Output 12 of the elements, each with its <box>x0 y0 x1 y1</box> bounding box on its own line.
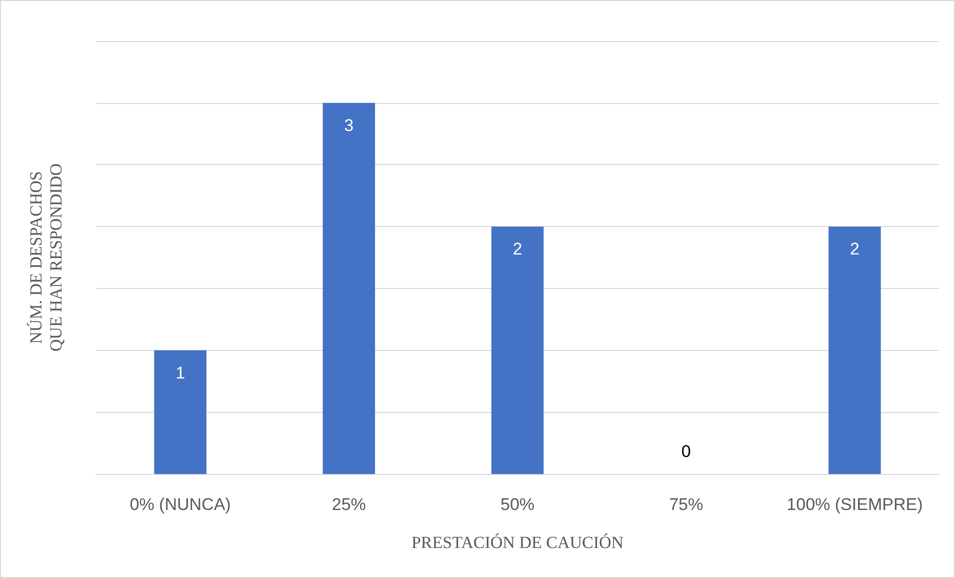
x-tick-label: 0% (NUNCA) <box>130 495 231 514</box>
y-axis-title: NÚM. DE DESPACHOS QUE HAN RESPONDIDO <box>26 164 66 352</box>
x-tick-label: 75% <box>669 495 704 514</box>
data-label: 3 <box>344 116 354 135</box>
data-label: 2 <box>850 240 860 259</box>
data-label: 0 <box>681 442 691 461</box>
x-tick-label: 25% <box>332 495 366 514</box>
data-label: 1 <box>176 363 186 382</box>
x-axis-title: PRESTACIÓN DE CAUCIÓN <box>411 533 624 552</box>
data-label: 2 <box>512 240 522 259</box>
x-tick-label: 50% <box>500 495 535 514</box>
x-tick-label: 100% (SIEMPRE) <box>786 495 923 514</box>
